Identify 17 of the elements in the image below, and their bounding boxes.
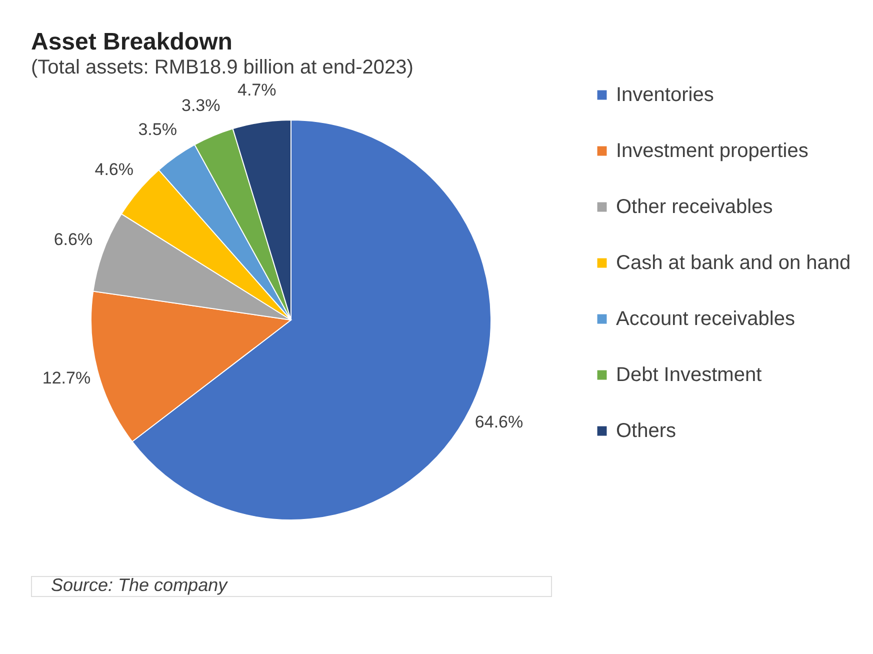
data-label: 4.6%: [94, 160, 134, 179]
legend-label: Debt Investment: [616, 364, 762, 386]
legend-label: Inventories: [616, 84, 714, 106]
legend-label: Others: [616, 420, 676, 442]
data-label: 4.7%: [237, 80, 276, 100]
source-note: Source: The company: [51, 575, 228, 595]
legend-label: Investment properties: [616, 140, 808, 162]
legend-label: Account receivables: [616, 308, 795, 330]
chart-subtitle: (Total assets: RMB18.9 billion at end-2023): [31, 56, 414, 79]
data-label: 12.7%: [42, 368, 91, 388]
chart-title: Asset Breakdown: [31, 28, 232, 56]
data-label: 3.5%: [138, 120, 177, 140]
legend-label: Cash at bank and on hand: [616, 252, 851, 274]
data-label: 64.6%: [474, 412, 524, 432]
data-label: 6.6%: [54, 230, 93, 250]
legend-label: Other receivables: [616, 196, 773, 218]
data-label: 3.3%: [181, 96, 220, 116]
